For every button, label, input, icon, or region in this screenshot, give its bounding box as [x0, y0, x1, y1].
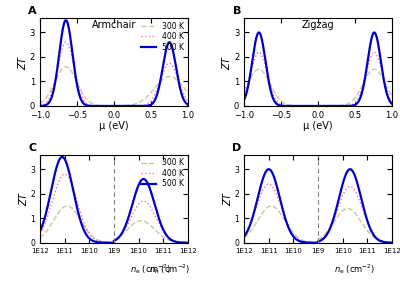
- Y-axis label: $ZT$: $ZT$: [221, 191, 233, 206]
- Text: C: C: [29, 143, 37, 153]
- Legend: 300 K, 400 K, 500 K: 300 K, 400 K, 500 K: [139, 157, 186, 190]
- Legend: 300 K, 400 K, 500 K: 300 K, 400 K, 500 K: [139, 20, 186, 53]
- Text: $n_{\mathrm{e}}$ (cm$^{-2}$): $n_{\mathrm{e}}$ (cm$^{-2}$): [130, 262, 172, 276]
- Y-axis label: $ZT$: $ZT$: [220, 54, 232, 70]
- Text: B: B: [233, 6, 241, 16]
- Text: $n_{\mathrm{h}}$ (cm$^{-2}$): $n_{\mathrm{h}}$ (cm$^{-2}$): [150, 262, 191, 276]
- Y-axis label: $ZT$: $ZT$: [17, 191, 29, 206]
- Text: D: D: [232, 143, 241, 153]
- Text: $n_{\mathrm{e}}$ (cm$^{-2}$): $n_{\mathrm{e}}$ (cm$^{-2}$): [334, 262, 376, 276]
- X-axis label: μ (eV): μ (eV): [303, 121, 333, 131]
- Text: Zigzag: Zigzag: [302, 20, 334, 30]
- Text: Armchair: Armchair: [92, 20, 136, 30]
- Text: A: A: [28, 6, 37, 16]
- Y-axis label: $ZT$: $ZT$: [16, 54, 28, 70]
- X-axis label: μ (eV): μ (eV): [99, 121, 129, 131]
